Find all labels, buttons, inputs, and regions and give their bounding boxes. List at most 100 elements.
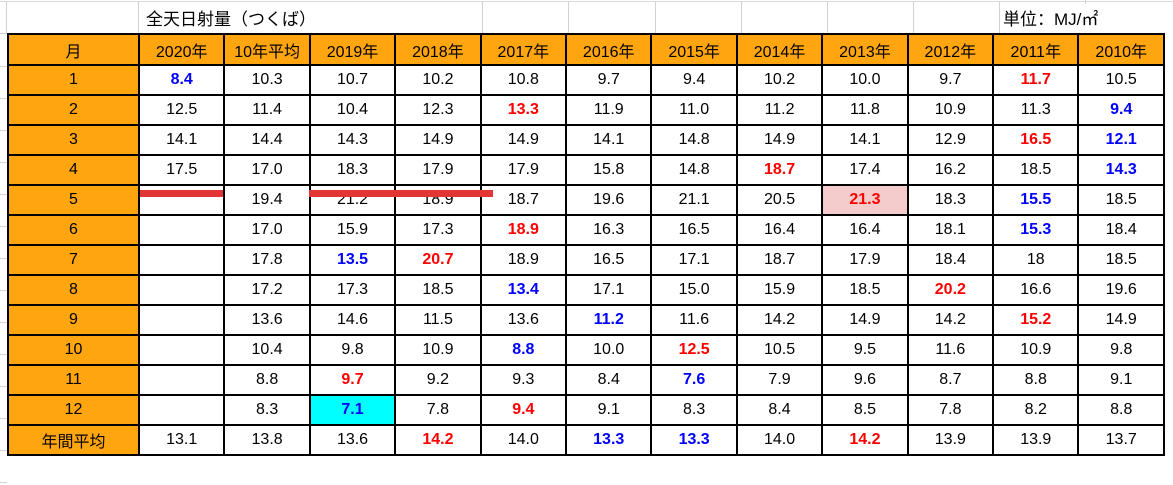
- value-cell[interactable]: 10.4: [308, 94, 397, 126]
- value-cell[interactable]: 18.1: [906, 214, 995, 246]
- month-cell[interactable]: 5: [7, 184, 140, 216]
- value-cell[interactable]: 18.7: [735, 244, 824, 276]
- column-header[interactable]: 2020年: [137, 33, 226, 66]
- value-cell[interactable]: 9.4: [1077, 94, 1165, 126]
- value-cell[interactable]: 18.3: [906, 184, 995, 216]
- value-cell[interactable]: 18.7: [479, 184, 568, 216]
- value-cell[interactable]: 17.9: [479, 154, 568, 186]
- value-cell[interactable]: 8.3: [223, 394, 311, 426]
- value-cell[interactable]: 18.5: [821, 274, 909, 306]
- value-cell[interactable]: 18.4: [906, 244, 995, 276]
- value-cell[interactable]: 17.2: [223, 274, 311, 306]
- value-cell[interactable]: 11.9: [565, 94, 653, 126]
- value-cell[interactable]: [137, 394, 226, 426]
- value-cell[interactable]: [137, 274, 226, 306]
- value-cell[interactable]: 14.3: [308, 124, 397, 156]
- month-cell[interactable]: 年間平均: [7, 424, 140, 456]
- month-cell[interactable]: 1: [7, 64, 140, 96]
- column-header[interactable]: 2010年: [1077, 33, 1165, 66]
- value-cell[interactable]: 14.9: [479, 124, 568, 156]
- value-cell[interactable]: 8.4: [735, 394, 824, 426]
- column-header[interactable]: 2017年: [479, 33, 568, 66]
- value-cell[interactable]: 8.7: [906, 364, 995, 396]
- value-cell[interactable]: 8.3: [650, 394, 738, 426]
- value-cell[interactable]: 11.6: [906, 334, 995, 366]
- value-cell[interactable]: 13.3: [479, 94, 568, 126]
- value-cell[interactable]: 10.4: [223, 334, 311, 366]
- value-cell[interactable]: 8.2: [992, 394, 1080, 426]
- value-cell[interactable]: 11.5: [394, 304, 482, 336]
- value-cell[interactable]: 12.3: [394, 94, 482, 126]
- value-cell[interactable]: 21.3: [821, 184, 909, 216]
- column-header[interactable]: 2018年: [394, 33, 482, 66]
- value-cell[interactable]: 14.1: [137, 124, 226, 156]
- column-header[interactable]: 2016年: [565, 33, 653, 66]
- value-cell[interactable]: 15.9: [308, 214, 397, 246]
- value-cell[interactable]: 14.2: [735, 304, 824, 336]
- value-cell[interactable]: 15.8: [565, 154, 653, 186]
- value-cell[interactable]: 14.6: [308, 304, 397, 336]
- value-cell[interactable]: 8.4: [565, 364, 653, 396]
- month-cell[interactable]: 11: [7, 364, 140, 396]
- value-cell[interactable]: 13.6: [308, 424, 397, 456]
- value-cell[interactable]: 14.4: [223, 124, 311, 156]
- value-cell[interactable]: 13.6: [479, 304, 568, 336]
- value-cell[interactable]: 14.9: [735, 124, 824, 156]
- month-cell[interactable]: 10: [7, 334, 140, 366]
- value-cell[interactable]: 18.9: [479, 214, 568, 246]
- value-cell[interactable]: 7.8: [394, 394, 482, 426]
- value-cell[interactable]: 18.5: [1077, 184, 1165, 216]
- value-cell[interactable]: 17.4: [821, 154, 909, 186]
- value-cell[interactable]: 18.3: [308, 154, 397, 186]
- value-cell[interactable]: 17.5: [137, 154, 226, 186]
- column-header[interactable]: 2019年: [308, 33, 397, 66]
- value-cell[interactable]: 21.1: [650, 184, 738, 216]
- value-cell[interactable]: 17.9: [821, 244, 909, 276]
- value-cell[interactable]: 11.4: [223, 94, 311, 126]
- value-cell[interactable]: 9.3: [479, 364, 568, 396]
- value-cell[interactable]: 14.0: [479, 424, 568, 456]
- value-cell[interactable]: 18.5: [992, 154, 1080, 186]
- value-cell[interactable]: 10.9: [394, 334, 482, 366]
- value-cell[interactable]: 12.5: [650, 334, 738, 366]
- value-cell[interactable]: 17.8: [223, 244, 311, 276]
- value-cell[interactable]: 11.7: [992, 64, 1080, 96]
- value-cell[interactable]: 16.2: [906, 154, 995, 186]
- month-column-header[interactable]: 月: [7, 33, 140, 66]
- value-cell[interactable]: 17.0: [223, 154, 311, 186]
- value-cell[interactable]: 15.2: [992, 304, 1080, 336]
- value-cell[interactable]: 9.7: [906, 64, 995, 96]
- value-cell[interactable]: 11.0: [650, 94, 738, 126]
- value-cell[interactable]: 9.8: [308, 334, 397, 366]
- month-cell[interactable]: 9: [7, 304, 140, 336]
- column-header[interactable]: 2015年: [650, 33, 738, 66]
- value-cell[interactable]: 10.8: [479, 64, 568, 96]
- value-cell[interactable]: 19.4: [223, 184, 311, 216]
- value-cell[interactable]: 18.4: [1077, 214, 1165, 246]
- month-cell[interactable]: 2: [7, 94, 140, 126]
- value-cell[interactable]: 19.6: [565, 184, 653, 216]
- value-cell[interactable]: 7.6: [650, 364, 738, 396]
- value-cell[interactable]: 10.0: [821, 64, 909, 96]
- value-cell[interactable]: 11.2: [735, 94, 824, 126]
- value-cell[interactable]: 15.3: [992, 214, 1080, 246]
- value-cell[interactable]: 14.8: [650, 124, 738, 156]
- value-cell[interactable]: 15.0: [650, 274, 738, 306]
- value-cell[interactable]: 17.3: [394, 214, 482, 246]
- value-cell[interactable]: 17.9: [394, 154, 482, 186]
- value-cell[interactable]: 9.6: [821, 364, 909, 396]
- value-cell[interactable]: 20.5: [735, 184, 824, 216]
- month-cell[interactable]: 3: [7, 124, 140, 156]
- value-cell[interactable]: 20.7: [394, 244, 482, 276]
- value-cell[interactable]: 13.6: [223, 304, 311, 336]
- value-cell[interactable]: 18.5: [394, 274, 482, 306]
- value-cell[interactable]: 17.1: [565, 274, 653, 306]
- column-header[interactable]: 2013年: [821, 33, 909, 66]
- value-cell[interactable]: 10.2: [735, 64, 824, 96]
- value-cell[interactable]: 13.3: [650, 424, 738, 456]
- value-cell[interactable]: 18: [992, 244, 1080, 276]
- value-cell[interactable]: 7.1: [308, 394, 397, 426]
- value-cell[interactable]: 13.5: [308, 244, 397, 276]
- month-cell[interactable]: 7: [7, 244, 140, 276]
- value-cell[interactable]: 8.5: [821, 394, 909, 426]
